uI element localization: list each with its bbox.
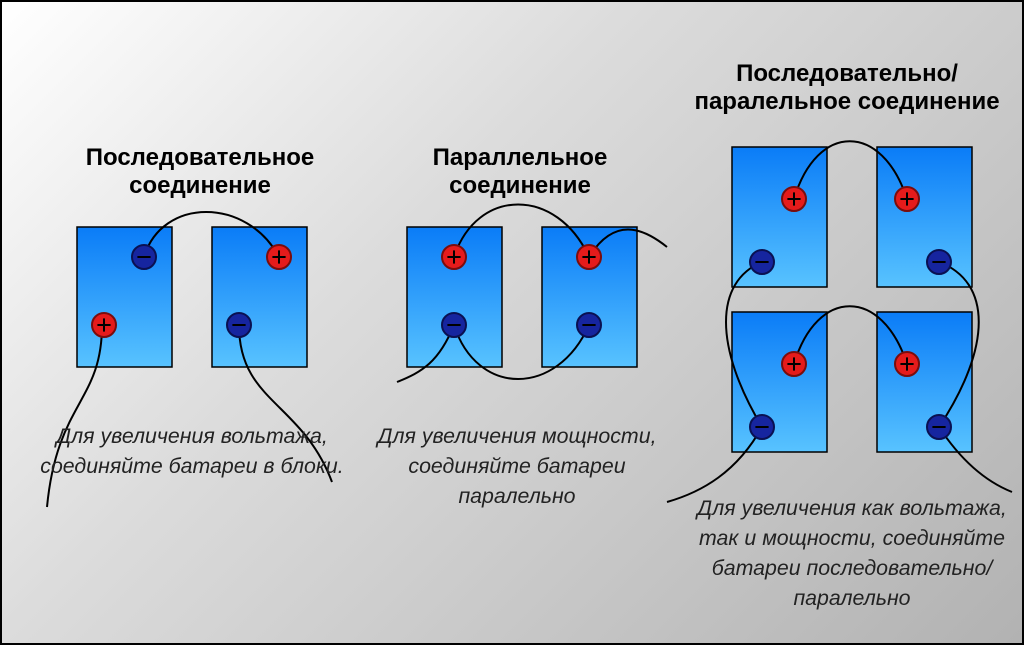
title-series-parallel: Последовательно/паралельное соединение bbox=[677, 60, 1017, 116]
battery bbox=[732, 312, 827, 452]
battery bbox=[732, 147, 827, 287]
diagram-frame: Последовательное соединение Параллельное… bbox=[0, 0, 1024, 645]
title-series: Последовательное соединение bbox=[50, 144, 350, 200]
caption-series-parallel: Для увеличения как вольтажа, так и мощно… bbox=[682, 494, 1022, 613]
caption-parallel: Для увеличения мощности, соединяйте бата… bbox=[367, 422, 667, 512]
caption-series: Для увеличения вольтажа, соединяйте бата… bbox=[32, 422, 352, 482]
title-parallel: Параллельное соединение bbox=[390, 144, 650, 200]
battery bbox=[77, 227, 172, 367]
battery bbox=[212, 227, 307, 367]
